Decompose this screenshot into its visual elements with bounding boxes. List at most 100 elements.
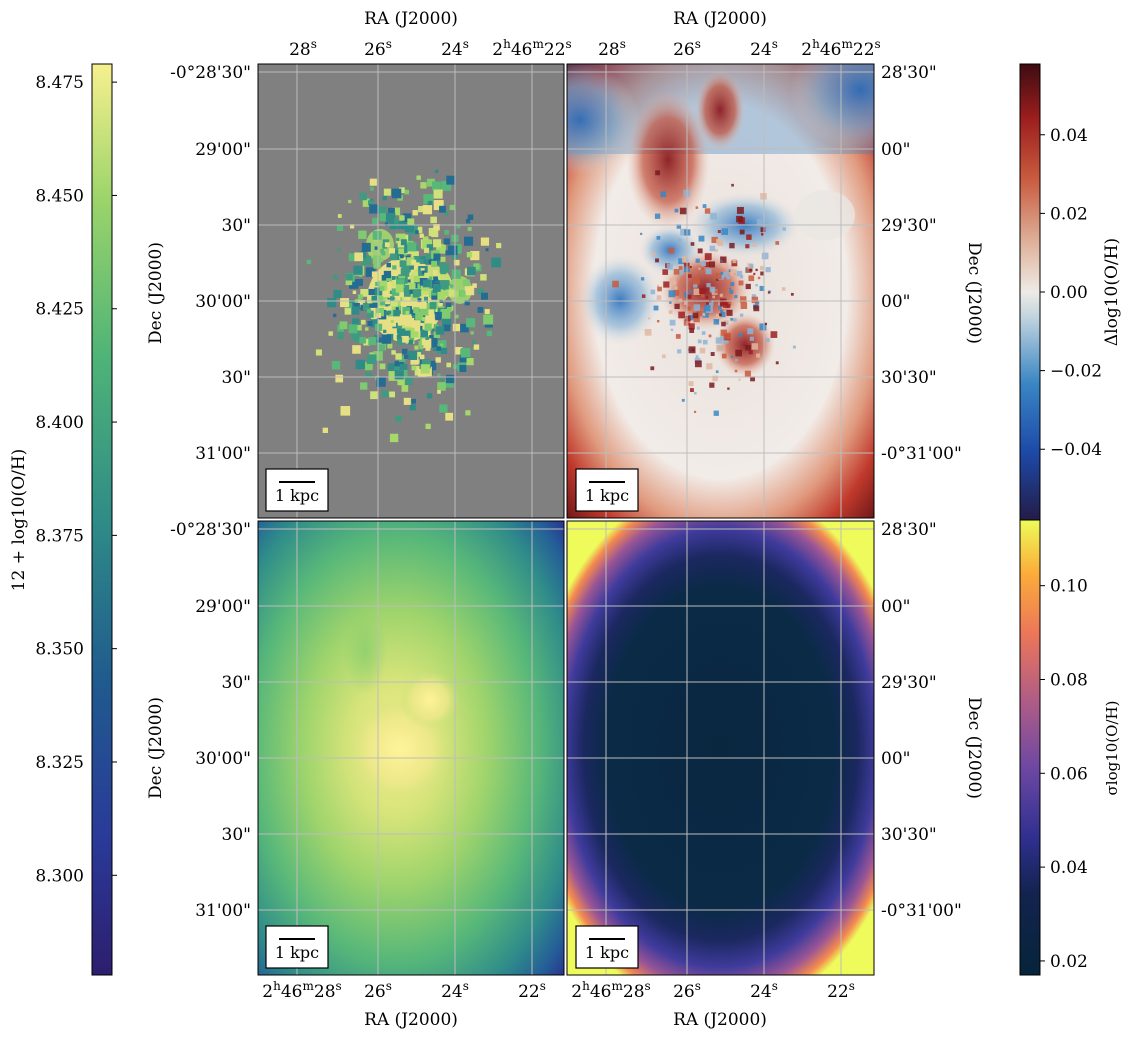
abundance-pixel (340, 406, 351, 416)
residual-pixel (694, 391, 697, 395)
abundance-pixel (348, 253, 357, 262)
abundance-pixel (430, 216, 437, 224)
residual-pixel (731, 260, 738, 267)
dec-ticks-right: 28'30" 28'30" 00" 00" 29'30" 29'30" 00" 00" 30'3… (881, 63, 962, 921)
abundance-pixel (436, 348, 443, 354)
residual-pixel (721, 353, 727, 359)
residual-pixel (672, 281, 677, 286)
residual-pixel (709, 382, 715, 388)
abundance-pixel (422, 204, 433, 215)
abundance-pixel (399, 187, 405, 194)
residual-pixel (668, 247, 675, 254)
colorbar-tick-label: −0.04 (1050, 440, 1102, 460)
abundance-pixel (432, 181, 441, 191)
residual-pixel (738, 378, 741, 381)
abundance-pixel (466, 252, 473, 258)
residual-pixel (760, 193, 767, 200)
residual-pixel (692, 277, 700, 285)
abundance-pixel (467, 214, 474, 220)
residual-pixel (657, 284, 660, 287)
abundance-pixel (380, 300, 385, 306)
abundance-pixel (414, 325, 421, 332)
residual-pixel (740, 296, 747, 303)
residual-pixel (702, 313, 706, 317)
abundance-pixel (383, 329, 387, 333)
dec-tick-label: 30'00" (195, 292, 251, 312)
abundance-pixel (473, 344, 480, 350)
residual-pixel (716, 344, 723, 352)
abundance-pixel (391, 188, 402, 199)
residual-pixel (681, 398, 685, 402)
residual-pixel (710, 352, 715, 356)
abundance-pixel (368, 337, 377, 346)
residual-pixel (775, 241, 780, 245)
abundance-pixel (426, 244, 434, 251)
ra-tick-label: 28s (598, 37, 626, 60)
abundance-pixel (331, 361, 341, 370)
residual-pixel (738, 333, 743, 337)
abundance-pixel (446, 175, 456, 185)
residual-pixel (692, 312, 699, 319)
dec-tick-label: 29'00" (195, 597, 251, 617)
residual-pixel (725, 322, 728, 325)
residual-pixel (680, 228, 687, 236)
residual-pixel (721, 321, 726, 327)
abundance-pixel (389, 248, 396, 255)
residual-pixel (755, 268, 758, 272)
residual-pixel (702, 311, 709, 318)
abundance-pixel (366, 308, 372, 314)
abundance-pixel (418, 206, 425, 213)
residual-pixel (749, 268, 753, 272)
abundance-pixel (386, 262, 391, 268)
residual-pixel (651, 252, 656, 256)
abundance-pixel (467, 226, 472, 231)
residual-pixel (730, 355, 734, 359)
abundance-pixel (385, 212, 396, 223)
residual-pixel (765, 338, 770, 343)
abundance-pixel (327, 298, 337, 308)
abundance-pixel (455, 347, 463, 355)
abundance-pixel (374, 246, 379, 250)
abundance-pixel (420, 268, 425, 273)
abundance-pixel (387, 310, 395, 317)
ra-tick-label: 22s (827, 979, 855, 1002)
abundance-pixel (395, 307, 399, 311)
scale-bar: 1 kpc (575, 468, 639, 512)
residual-pixel (681, 256, 689, 263)
abundance-pixel (433, 253, 441, 261)
residual-pixel (669, 319, 676, 326)
residual-pixel (702, 339, 708, 345)
abundance-pixel (397, 377, 405, 386)
abundance-pixel (437, 382, 446, 391)
abundance-pixel (322, 427, 328, 433)
residual-pixel (719, 293, 723, 297)
residual-pixel (715, 337, 722, 344)
abundance-pixel (409, 404, 416, 411)
residual-pixel (729, 242, 735, 249)
residual-pixel (759, 285, 765, 291)
abundance-pixel (437, 291, 446, 300)
residual-pixel (746, 234, 752, 240)
residual-pixel (612, 280, 619, 288)
residual-pixel (728, 269, 732, 273)
abundance-pixel (399, 363, 408, 372)
abundance-pixel (353, 336, 360, 342)
abundance-pixel (432, 270, 438, 275)
scale-bar-label: 1 kpc (275, 486, 319, 505)
abundance-pixel (352, 345, 361, 354)
abundance-pixel (444, 230, 449, 235)
abundance-pixel (450, 284, 454, 288)
abundance-pixel (408, 351, 418, 360)
dec-tick-label: -0°28'30" (170, 520, 251, 540)
abundance-pixel (404, 223, 414, 233)
residual-pixel (673, 286, 678, 290)
residual-pixel (666, 263, 673, 270)
abundance-pixel (333, 275, 338, 280)
residual-pixel (755, 283, 758, 287)
abundance-pixel (351, 330, 361, 340)
abundance-pixel (411, 365, 417, 371)
abundance-pixel (409, 283, 416, 290)
residual-pixel (678, 311, 685, 319)
abundance-pixel (426, 393, 433, 399)
abundance-pixel (431, 280, 440, 289)
